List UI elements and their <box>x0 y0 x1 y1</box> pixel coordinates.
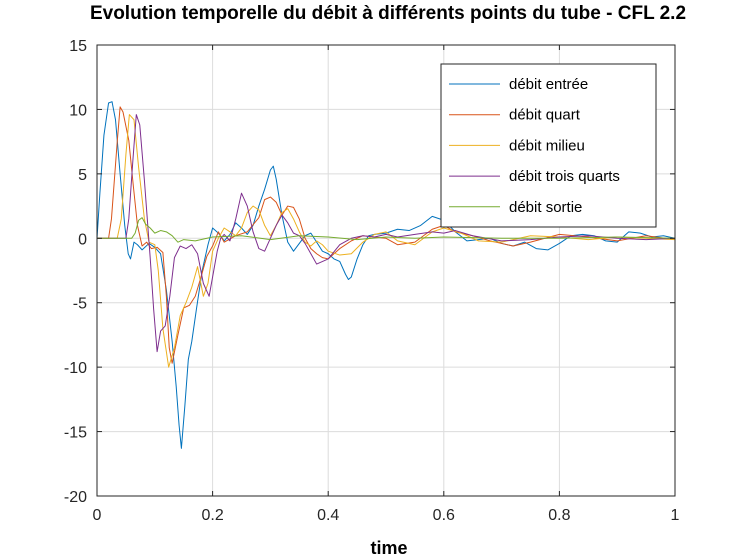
axes: 0 0.2 0.4 0.6 0.8 1 15 10 5 0 -5 -10 -15 -20 <box>64 38 680 524</box>
legend-label: débit milieu <box>509 137 585 154</box>
x-tick-label: 0.4 <box>317 507 339 524</box>
legend-label: débit sortie <box>509 199 582 216</box>
y-tick-label: -5 <box>73 296 87 313</box>
x-tick-label: 0 <box>93 507 102 524</box>
y-tick-label: -10 <box>64 360 87 377</box>
y-tick-label: 5 <box>78 167 87 184</box>
series-line-3 <box>97 114 675 368</box>
y-tick-label: 10 <box>69 102 87 119</box>
x-tick-label: 0.2 <box>201 507 223 524</box>
legend: débit entrée débit quart débit milieu débit… <box>440 63 657 228</box>
series-line-5 <box>97 217 675 243</box>
y-tick-label: -15 <box>64 425 87 442</box>
x-tick-label: 1 <box>671 507 680 524</box>
series-line-4 <box>97 114 675 353</box>
legend-label: débit quart <box>509 107 581 124</box>
x-tick-label: 0.6 <box>433 507 455 524</box>
y-tick-label: 15 <box>69 38 87 55</box>
legend-label: débit entrée <box>509 76 588 93</box>
y-tick-label: 0 <box>78 231 87 248</box>
x-tick-label: 0.8 <box>548 507 570 524</box>
x-axis-label: time <box>370 538 407 557</box>
legend-label: débit trois quarts <box>509 168 620 185</box>
axes-box <box>96 44 676 497</box>
chart-title: Evolution temporelle du débit à différen… <box>90 3 686 24</box>
y-tick-label: -20 <box>64 489 87 506</box>
plot-area <box>97 101 675 449</box>
